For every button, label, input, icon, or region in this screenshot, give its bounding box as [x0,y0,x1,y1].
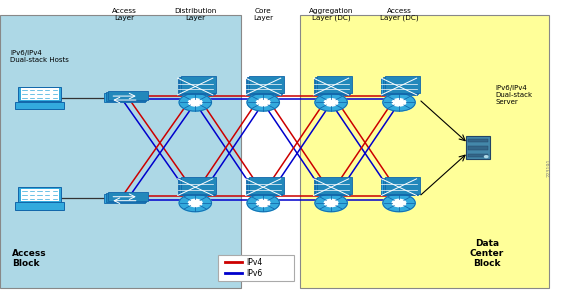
Bar [317,177,352,194]
Circle shape [315,94,348,111]
Circle shape [324,99,338,106]
Bar [178,78,213,95]
Circle shape [383,194,415,212]
Circle shape [383,94,415,111]
Text: IPv6/IPv4
Dual-stack
Server: IPv6/IPv4 Dual-stack Server [495,84,533,105]
Text: 223191: 223191 [547,158,552,177]
Bar [178,179,213,196]
Bar [381,78,417,95]
Bar [468,146,488,150]
Bar [15,102,65,109]
Bar [15,203,65,210]
Bar [466,137,490,159]
Circle shape [484,156,488,157]
Bar [385,76,420,93]
Bar [383,178,418,195]
FancyBboxPatch shape [0,15,241,288]
Bar [106,193,147,202]
Text: Access
Layer: Access Layer [112,8,137,21]
Bar [179,77,215,94]
Bar [21,189,59,201]
Bar [106,92,147,101]
Bar [314,179,349,196]
Bar [181,177,216,194]
Bar [21,88,59,100]
Bar [249,76,284,93]
Circle shape [315,194,348,212]
Bar [247,178,282,195]
Circle shape [188,199,202,207]
FancyBboxPatch shape [300,15,549,288]
Bar [179,178,215,195]
Bar [218,255,294,281]
Text: Access
Layer (DC): Access Layer (DC) [380,8,418,21]
Text: Access
Block: Access Block [12,249,47,268]
Circle shape [324,199,338,207]
Bar [385,177,420,194]
Bar [104,93,145,102]
Circle shape [188,99,202,106]
Bar [314,78,349,95]
Text: Core
Layer: Core Layer [253,8,273,21]
Text: IPv6/IPv4
Dual-stack Hosts: IPv6/IPv4 Dual-stack Hosts [10,50,69,63]
Text: Aggregation
Layer (DC): Aggregation Layer (DC) [309,8,353,21]
Bar [246,78,281,95]
Text: Data
Center
Block: Data Center Block [470,239,504,268]
Circle shape [256,199,270,207]
Circle shape [247,194,280,212]
Circle shape [392,199,406,207]
Text: IPv4: IPv4 [246,258,263,267]
Bar [468,139,488,142]
Text: IPv6: IPv6 [246,269,263,278]
Circle shape [256,99,270,106]
Bar [317,76,352,93]
Bar [468,154,488,157]
Circle shape [179,194,212,212]
Bar [19,87,61,101]
Bar [246,179,281,196]
Bar [108,92,148,100]
Bar [249,177,284,194]
Bar [381,179,417,196]
Text: Distribution
Layer: Distribution Layer [174,8,216,21]
Bar [181,76,216,93]
Bar [104,194,145,203]
Bar [19,188,61,202]
Bar [108,192,148,201]
Bar [383,77,418,94]
Circle shape [392,99,406,106]
Bar [247,77,282,94]
Circle shape [247,94,280,111]
Circle shape [179,94,212,111]
Bar [315,77,350,94]
Bar [315,178,350,195]
